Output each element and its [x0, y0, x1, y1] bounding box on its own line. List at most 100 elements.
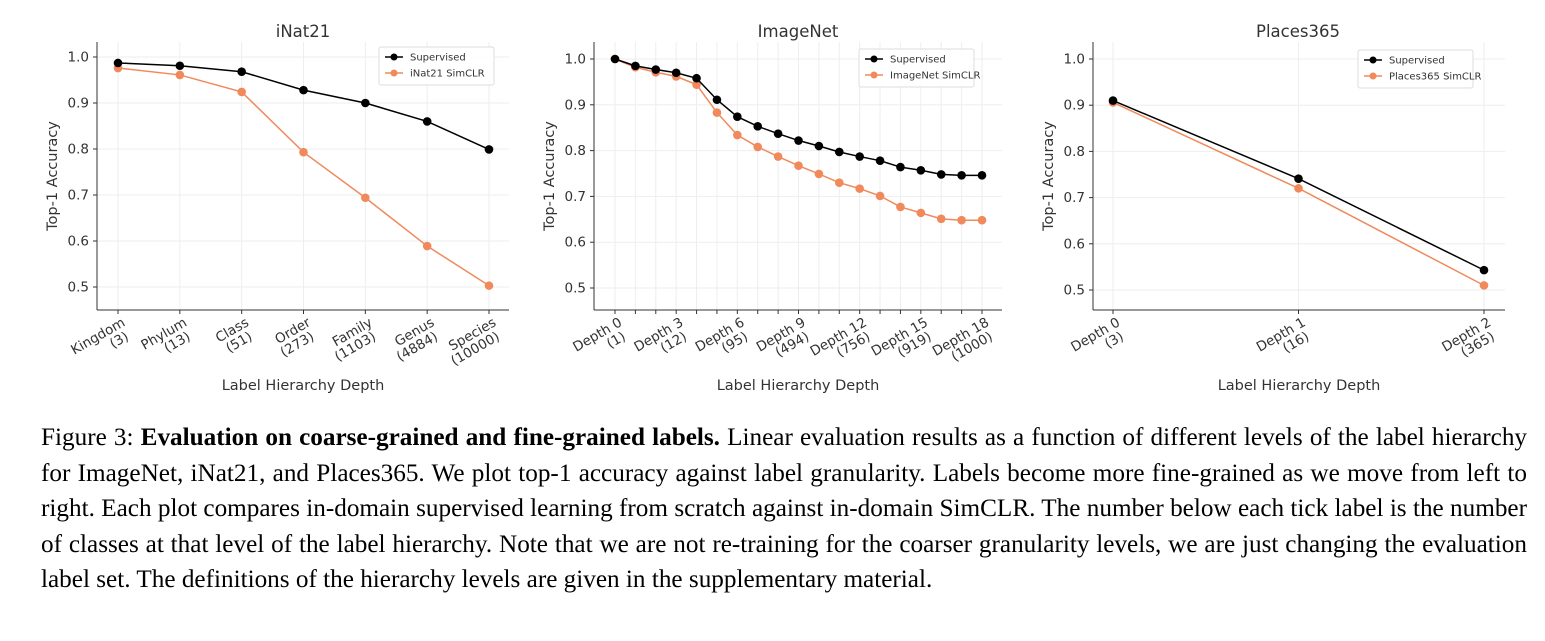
data-point [299, 147, 308, 157]
data-point [916, 208, 926, 218]
legend-marker [1369, 72, 1377, 80]
data-point [671, 68, 681, 78]
x-tick-label-group: Species(10000) [446, 315, 503, 370]
y-tick-label: 0.9 [565, 97, 586, 113]
chart-title: ImageNet [758, 22, 839, 41]
caption-label: Figure 3: [41, 424, 134, 451]
y-tick-label: 0.9 [1064, 98, 1085, 114]
data-point [834, 147, 844, 157]
data-point [692, 80, 701, 89]
y-tick-label: 0.5 [68, 280, 89, 296]
data-point [237, 67, 246, 77]
legend-marker [870, 55, 878, 63]
legend-box [1357, 49, 1474, 89]
data-point [484, 281, 494, 290]
data-point [814, 141, 824, 151]
data-point [896, 202, 905, 212]
y-tick-label: 0.8 [68, 142, 89, 158]
data-point [875, 191, 885, 201]
data-point [422, 117, 432, 126]
data-point [794, 161, 803, 171]
y-tick-label: 0.9 [68, 96, 89, 112]
data-point [957, 215, 966, 225]
x-tick-label-group: Class(51) [213, 315, 255, 357]
data-point [361, 98, 370, 108]
legend-marker [870, 71, 878, 79]
data-point [1108, 96, 1118, 105]
chart-panel-2: 0.5 0.6 0.7 0.8 0.9 1.0 Depth 0(3) Depth 1(16) D… [1041, 22, 1505, 394]
data-point [794, 136, 803, 145]
data-point [651, 65, 661, 74]
legend-label: Places365 SimCLR [1389, 72, 1481, 83]
x-tick-label-group: Depth 1(16) [1254, 315, 1312, 357]
y-tick-label: 0.5 [565, 281, 586, 297]
x-tick-label-group: Genus(4884) [392, 315, 441, 365]
data-point [1479, 265, 1489, 275]
data-point [175, 70, 185, 80]
y-tick-label: 0.7 [565, 189, 586, 205]
legend-box [378, 46, 495, 86]
x-tick-label-group: Depth 0(1) [570, 315, 628, 356]
legend: Supervised iNat21 SimCLR [378, 46, 495, 86]
legend: Supervised Places365 SimCLR [1357, 49, 1481, 89]
grid [97, 42, 509, 310]
y-tick-label: 0.6 [68, 234, 89, 250]
figure-caption: Figure 3: Evaluation on coarse-grained a… [41, 420, 1527, 598]
x-tick-label-group: Depth 6(95) [693, 315, 751, 357]
data-point [361, 193, 370, 203]
data-point [916, 165, 926, 175]
legend-label: Supervised [410, 53, 466, 64]
series [1108, 98, 1489, 290]
data-point [875, 156, 885, 165]
legend-label: Supervised [1389, 56, 1445, 67]
data-point [712, 95, 722, 105]
y-tick-label: 1.0 [68, 50, 89, 66]
data-point [175, 61, 185, 71]
y-tick-label: 0.6 [1064, 236, 1085, 252]
data-point [977, 215, 987, 225]
series [610, 54, 987, 180]
y-tick-label: 0.8 [1064, 144, 1085, 160]
y-axis-label: Top-1 Accuracy [1041, 121, 1057, 232]
data-point [733, 130, 742, 140]
x-tick-label-group: Depth 0(3) [1068, 315, 1126, 356]
x-tick-label-group: Kingdom(3) [68, 315, 131, 359]
data-point [936, 170, 946, 179]
data-point [631, 61, 640, 71]
x-tick-label-group: Depth 18(1000) [930, 315, 996, 365]
x-tick-label-group: Family(1103) [330, 315, 379, 365]
x-axis-label: Label Hierarchy Depth [717, 378, 880, 394]
series [1108, 96, 1489, 275]
y-axis-label: Top-1 Accuracy [45, 121, 61, 232]
data-point [977, 171, 987, 180]
data-point [113, 58, 123, 68]
data-point [484, 145, 494, 154]
data-point [299, 85, 308, 95]
x-axis-label: Label Hierarchy Depth [1218, 378, 1381, 394]
x-tick-label-group: Phylum(13) [138, 315, 193, 357]
series [610, 54, 987, 225]
data-point [936, 214, 946, 224]
data-point [1479, 281, 1489, 290]
data-point [1294, 174, 1303, 183]
data-point [733, 112, 742, 122]
x-tick-label-group: Depth 2(365) [1439, 315, 1497, 361]
y-tick-label: 1.0 [1064, 52, 1085, 68]
caption-title: Evaluation on coarse-grained and fine-gr… [140, 424, 720, 451]
chart-title: iNat21 [276, 22, 331, 41]
data-point [957, 171, 966, 180]
data-point [773, 129, 783, 138]
data-point [1294, 184, 1303, 193]
legend-marker [1369, 56, 1377, 64]
legend-marker [390, 69, 398, 77]
data-point [834, 178, 844, 187]
y-tick-label: 0.7 [1064, 190, 1085, 206]
y-tick-label: 1.0 [565, 52, 586, 68]
data-point [610, 54, 620, 64]
chart-title: Places365 [1256, 22, 1340, 41]
data-point [692, 73, 701, 83]
x-tick-label-group: Depth 12(756) [807, 315, 873, 361]
legend: Supervised ImageNet SimCLR [858, 48, 980, 88]
y-tick-label: 0.6 [565, 235, 586, 251]
x-tick-label-group: Depth 9(494) [754, 315, 812, 361]
